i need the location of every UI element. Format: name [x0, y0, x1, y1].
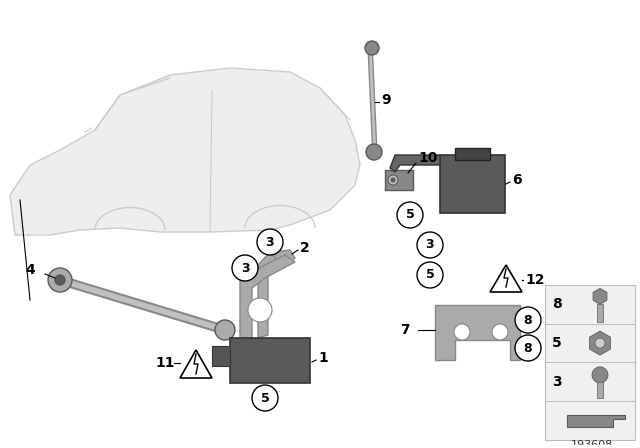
Text: 5: 5	[260, 392, 269, 405]
Polygon shape	[270, 250, 295, 262]
Bar	[0, 445, 640, 448]
Circle shape	[55, 275, 65, 285]
Bar	[597, 304, 603, 323]
Circle shape	[215, 320, 235, 340]
Circle shape	[454, 324, 470, 340]
Bar	[455, 148, 490, 160]
Circle shape	[248, 298, 272, 322]
Bar	[0, 0, 3, 448]
Bar	[230, 338, 310, 383]
Circle shape	[515, 335, 541, 361]
Text: 3: 3	[241, 262, 250, 275]
Polygon shape	[10, 68, 360, 235]
Circle shape	[515, 307, 541, 333]
Polygon shape	[390, 155, 440, 172]
Text: 4: 4	[25, 263, 35, 277]
Text: 3: 3	[552, 375, 562, 389]
Circle shape	[365, 41, 379, 55]
Text: 7: 7	[400, 323, 410, 337]
Bar	[597, 382, 603, 398]
Polygon shape	[435, 305, 520, 360]
Text: 5: 5	[406, 208, 414, 221]
Polygon shape	[490, 265, 522, 292]
Circle shape	[417, 262, 443, 288]
Circle shape	[592, 367, 608, 383]
Text: 2: 2	[300, 241, 310, 255]
Bar	[440, 155, 505, 213]
Circle shape	[397, 202, 423, 228]
Text: 11: 11	[155, 356, 175, 370]
Circle shape	[417, 232, 443, 258]
Text: 12: 12	[525, 273, 545, 287]
Circle shape	[252, 385, 278, 411]
Circle shape	[388, 175, 398, 185]
Circle shape	[595, 338, 605, 348]
Text: 6: 6	[512, 173, 522, 187]
Text: 1: 1	[318, 351, 328, 365]
Circle shape	[492, 324, 508, 340]
Bar	[637, 0, 640, 448]
Circle shape	[366, 144, 382, 160]
Polygon shape	[567, 415, 625, 426]
Text: 3: 3	[426, 238, 435, 251]
Text: 10: 10	[418, 151, 437, 165]
Text: 8: 8	[524, 314, 532, 327]
Text: 8: 8	[552, 297, 562, 311]
Polygon shape	[180, 350, 212, 378]
Bar	[545, 285, 635, 440]
Circle shape	[257, 229, 283, 255]
Text: 5: 5	[426, 268, 435, 281]
Text: 3: 3	[266, 236, 275, 249]
Circle shape	[391, 178, 395, 182]
Text: 5: 5	[552, 336, 562, 350]
Polygon shape	[240, 255, 295, 338]
Bar	[0, 0, 640, 3]
Text: 193608: 193608	[571, 440, 613, 448]
Circle shape	[232, 255, 258, 281]
Circle shape	[48, 268, 72, 292]
Text: 9: 9	[381, 93, 390, 107]
Bar	[212, 346, 230, 366]
Text: 8: 8	[524, 341, 532, 354]
Polygon shape	[258, 250, 285, 338]
Bar	[385, 170, 413, 190]
